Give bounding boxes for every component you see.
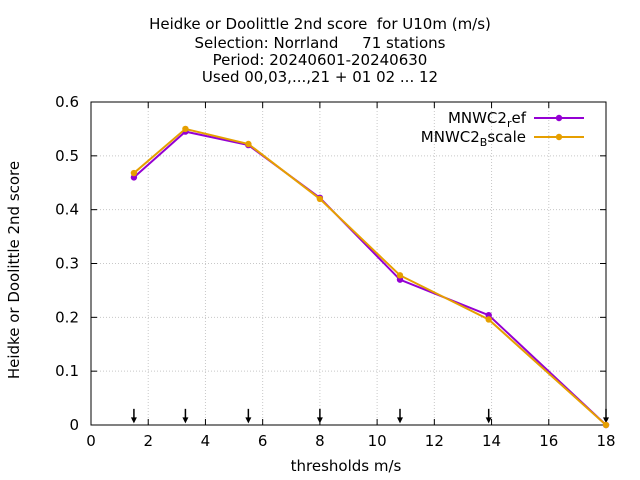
x-tick-label: 8 <box>315 432 325 450</box>
threshold-arrowhead <box>182 417 188 423</box>
legend-label: MNWC2ref <box>448 109 527 130</box>
x-tick-label: 18 <box>596 432 615 450</box>
x-tick-label: 4 <box>201 432 211 450</box>
y-tick-label: 0.1 <box>55 362 79 380</box>
data-point <box>397 272 403 278</box>
data-point <box>131 170 137 176</box>
x-tick-label: 16 <box>539 432 558 450</box>
grid <box>91 102 606 425</box>
axis-ticks: 0 2 4 6 8 10 12 14 16 18 0 0.1 0.2 0.3 0.4 0.5 0.6 <box>55 93 615 450</box>
legend-marker <box>556 115 562 121</box>
x-tick-label: 2 <box>143 432 153 450</box>
data-point <box>485 316 491 322</box>
data-point <box>182 126 188 132</box>
threshold-arrowhead <box>397 417 403 423</box>
data-point <box>317 196 323 202</box>
series-line-0 <box>134 132 606 425</box>
plot-frame <box>91 102 606 425</box>
threshold-markers <box>131 409 609 424</box>
x-axis-label: thresholds m/s <box>0 457 640 475</box>
x-tick-label: 0 <box>86 432 96 450</box>
data-point <box>245 141 251 147</box>
data-point <box>603 422 609 428</box>
y-tick-label: 0.3 <box>55 255 79 273</box>
y-tick-label: 0.4 <box>55 201 79 219</box>
threshold-arrowhead <box>245 417 251 423</box>
x-tick-label: 10 <box>368 432 387 450</box>
legend-label: MNWC2Bscale <box>421 128 526 149</box>
y-tick-label: 0.6 <box>55 93 79 111</box>
y-tick-label: 0 <box>69 416 79 434</box>
y-axis-label: Heidke or Doolittle 2nd score <box>5 161 23 379</box>
threshold-arrowhead <box>317 417 323 423</box>
threshold-arrowhead <box>131 417 137 423</box>
y-tick-label: 0.2 <box>55 308 79 326</box>
legend-marker <box>556 134 562 140</box>
threshold-arrowhead <box>486 417 492 423</box>
y-tick-label: 0.5 <box>55 147 79 165</box>
x-tick-label: 12 <box>425 432 444 450</box>
x-tick-label: 14 <box>482 432 501 450</box>
series <box>131 126 609 428</box>
series-line-1 <box>134 129 606 425</box>
x-tick-label: 6 <box>258 432 268 450</box>
